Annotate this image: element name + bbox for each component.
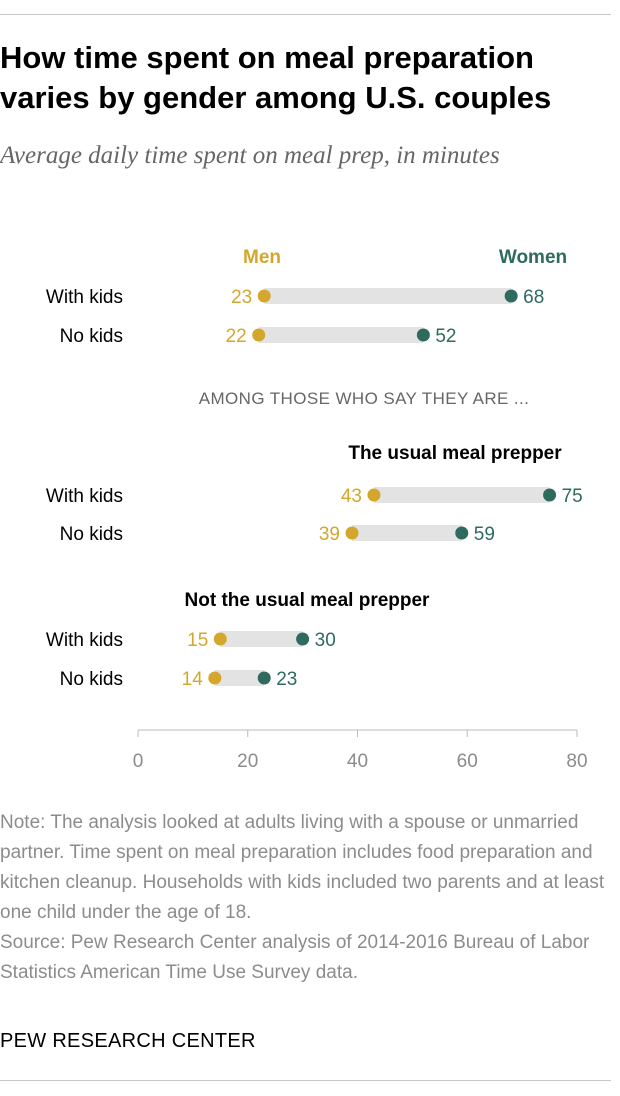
women-dot: [296, 632, 310, 646]
women-value-label: 23: [276, 669, 297, 690]
row-label: No kids: [60, 669, 123, 690]
row-label: No kids: [60, 326, 123, 347]
row-label: No kids: [60, 524, 123, 545]
x-tick-label: 0: [133, 751, 144, 772]
men-dot: [367, 488, 381, 502]
x-tick-label: 80: [566, 751, 587, 772]
source-text: Source: Pew Research Center analysis of …: [0, 932, 590, 983]
women-dot: [543, 488, 557, 502]
men-dot: [208, 671, 222, 685]
men-dot: [257, 289, 271, 303]
top-rule: [0, 14, 611, 15]
men-value-label: 43: [341, 486, 362, 507]
women-dot: [455, 526, 469, 540]
group-label: The usual meal prepper: [348, 443, 562, 464]
bottom-rule: [0, 1080, 611, 1081]
row-label: With kids: [46, 630, 123, 651]
x-tick-label: 20: [237, 751, 258, 772]
men-dot: [213, 632, 227, 646]
women-value-label: 59: [474, 524, 495, 545]
chart-title: How time spent on meal preparation varie…: [0, 40, 552, 115]
women-value-label: 52: [435, 326, 456, 347]
x-tick-label: 60: [457, 751, 478, 772]
legend-men: Men: [243, 247, 281, 268]
men-value-label: 22: [226, 326, 247, 347]
chart-subtitle: Average daily time spent on meal prep, i…: [0, 142, 500, 169]
range-bar: [352, 525, 462, 541]
footnote: Note: The analysis looked at adults livi…: [0, 808, 612, 988]
range-bar: [214, 670, 265, 686]
range-bar: [258, 327, 424, 343]
women-dot: [257, 671, 271, 685]
men-value-label: 15: [187, 630, 208, 651]
legend-women: Women: [499, 247, 567, 268]
row-label: With kids: [46, 287, 123, 308]
men-value-label: 23: [231, 287, 252, 308]
women-value-label: 30: [315, 630, 336, 651]
row-label: With kids: [46, 486, 123, 507]
women-dot: [416, 328, 430, 342]
women-value-label: 75: [562, 486, 583, 507]
men-value-label: 14: [182, 669, 204, 690]
women-dot: [504, 289, 518, 303]
men-value-label: 39: [319, 524, 340, 545]
note-text: Note: The analysis looked at adults livi…: [0, 812, 605, 923]
men-dot: [252, 328, 266, 342]
range-bar: [264, 288, 512, 304]
men-dot: [345, 526, 359, 540]
range-bar: [220, 631, 303, 647]
range-bar: [373, 487, 550, 503]
women-value-label: 68: [523, 287, 544, 308]
pew-credit: PEW RESEARCH CENTER: [0, 1030, 256, 1052]
x-tick-label: 40: [347, 751, 368, 772]
section-caption: AMONG THOSE WHO SAY THEY ARE ...: [199, 389, 530, 408]
group-label: Not the usual meal prepper: [185, 590, 431, 611]
dumbbell-chart: Men Women AMONG THOSE WHO SAY THEY ARE ...…: [46, 247, 588, 772]
